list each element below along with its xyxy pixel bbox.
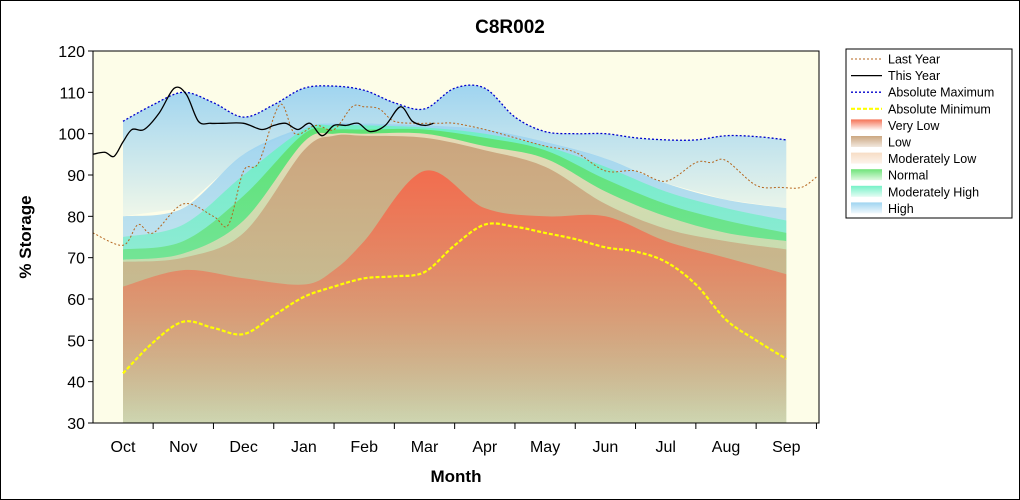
x-tick-label: May bbox=[530, 439, 560, 456]
legend-swatch-very-low bbox=[851, 119, 882, 131]
y-tick-label: 70 bbox=[67, 251, 85, 268]
legend-label-high: High bbox=[888, 202, 914, 216]
y-tick-label: 120 bbox=[58, 44, 85, 61]
chart-title: C8R002 bbox=[475, 17, 545, 38]
axes: 30 40 50 60 70 80 90 100 110 120 Oct Nov Dec Jan Feb Ma… bbox=[58, 44, 817, 456]
legend-label-absolute-minimum: Absolute Minimum bbox=[888, 102, 991, 116]
legend-label-this-year: This Year bbox=[888, 69, 940, 83]
x-tick-label: Apr bbox=[472, 439, 498, 456]
y-tick-label: 40 bbox=[67, 375, 85, 392]
legend-label-moderately-low: Moderately Low bbox=[888, 152, 977, 166]
legend-swatch-high bbox=[851, 202, 882, 214]
legend: Last Year This Year Absolute Maximum Absolu… bbox=[845, 48, 1013, 219]
x-tick-label: Jan bbox=[291, 439, 317, 456]
y-tick-label: 60 bbox=[67, 292, 85, 309]
x-tick-label: Mar bbox=[411, 439, 439, 456]
series-lines bbox=[92, 84, 817, 375]
line-absolute-minimum bbox=[122, 222, 787, 375]
line-last-year bbox=[92, 103, 817, 246]
y-tick-label: 90 bbox=[67, 168, 85, 185]
x-tick-label: Nov bbox=[169, 439, 197, 456]
x-tick-label: Oct bbox=[111, 439, 136, 456]
x-axis-title: Month bbox=[431, 467, 482, 486]
legend-label-moderately-high: Moderately High bbox=[888, 185, 979, 199]
band-very-low bbox=[123, 170, 787, 423]
legend-label-low: Low bbox=[888, 136, 912, 150]
x-tick-label: Jul bbox=[655, 439, 675, 456]
x-tick-label: Dec bbox=[229, 439, 257, 456]
legend-swatch-moderately-high bbox=[851, 185, 882, 197]
legend-swatch-normal bbox=[851, 169, 882, 181]
x-tick-label: Aug bbox=[712, 439, 740, 456]
x-tick-label: Feb bbox=[350, 439, 378, 456]
percentile-bands bbox=[123, 85, 787, 424]
y-tick-label: 30 bbox=[67, 416, 85, 433]
y-axis-title: % Storage bbox=[16, 195, 35, 278]
line-absolute-maximum bbox=[122, 84, 787, 141]
x-tick-label: Jun bbox=[593, 439, 619, 456]
plot-border bbox=[92, 50, 820, 424]
y-tick-label: 100 bbox=[58, 127, 85, 144]
legend-label-normal: Normal bbox=[888, 169, 928, 183]
y-tick-label: 50 bbox=[67, 333, 85, 350]
legend-label-very-low: Very Low bbox=[888, 119, 940, 133]
legend-swatch-low bbox=[851, 136, 882, 147]
band-high-upper bbox=[123, 85, 787, 217]
legend-label-last-year: Last Year bbox=[888, 53, 940, 67]
x-tick-label: Sep bbox=[772, 439, 801, 456]
legend-swatch-moderately-low bbox=[851, 152, 882, 164]
legend-label-absolute-maximum: Absolute Maximum bbox=[888, 86, 994, 100]
y-tick-label: 80 bbox=[67, 209, 85, 226]
line-this-year bbox=[92, 86, 434, 158]
y-tick-label: 110 bbox=[59, 85, 85, 102]
